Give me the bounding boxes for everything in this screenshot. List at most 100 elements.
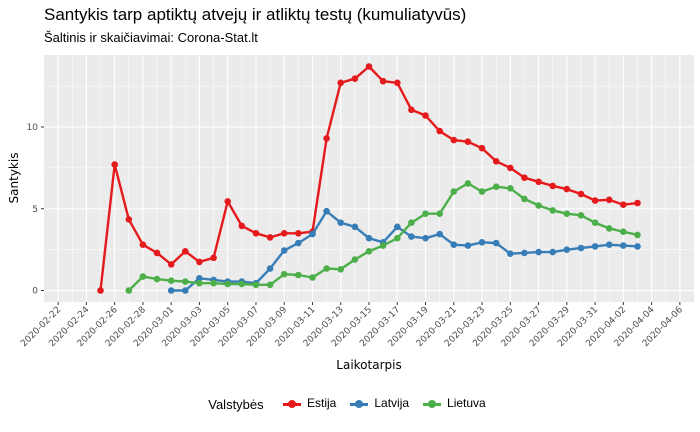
data-point-lietuva	[125, 287, 133, 294]
data-point-lietuva	[620, 228, 627, 235]
data-point-estija	[280, 230, 288, 237]
data-point-latvija	[507, 250, 514, 257]
data-point-lietuva	[563, 210, 571, 217]
data-point-estija	[436, 127, 444, 135]
data-point-lietuva	[238, 280, 246, 288]
data-point-lietuva	[634, 231, 641, 239]
data-point-estija	[266, 234, 274, 241]
data-point-lietuva	[167, 277, 175, 285]
y-tick-label: 10	[27, 123, 39, 133]
data-point-estija	[167, 261, 175, 268]
x-tick-labels: 2020-02-222020-02-242020-02-262020-02-28…	[19, 305, 685, 349]
data-point-latvija	[196, 275, 203, 282]
data-point-latvija	[323, 207, 330, 215]
legend-key-latvija	[348, 396, 370, 412]
data-point-estija	[549, 182, 556, 190]
data-point-latvija	[605, 241, 613, 248]
data-point-lietuva	[196, 279, 203, 287]
data-point-estija	[577, 190, 585, 198]
data-point-lietuva	[394, 234, 401, 242]
data-point-lietuva	[182, 278, 189, 285]
data-point-lietuva	[323, 265, 330, 272]
data-point-lietuva	[450, 188, 458, 195]
data-point-estija	[252, 230, 260, 237]
data-point-lietuva	[492, 183, 500, 190]
data-point-estija	[492, 158, 500, 165]
legend-item-latvija: Latvija	[348, 396, 409, 412]
data-point-latvija	[337, 219, 345, 226]
y-tick-label: 5	[32, 205, 38, 215]
legend-label-latvija: Latvija	[374, 396, 410, 411]
data-point-estija	[365, 63, 373, 70]
chart-title: Santykis tarp aptiktų atvejų ir atliktų …	[44, 5, 467, 24]
data-point-estija	[408, 106, 415, 114]
data-point-latvija	[408, 233, 415, 240]
legend-title: Valstybės	[208, 396, 264, 412]
data-point-latvija	[295, 239, 302, 247]
data-point-estija	[111, 161, 118, 168]
major-gridlines	[44, 55, 694, 302]
data-point-latvija	[549, 248, 556, 256]
data-point-lietuva	[535, 202, 542, 209]
data-point-lietuva	[464, 180, 472, 187]
data-point-lietuva	[351, 256, 359, 263]
data-point-latvija	[535, 248, 542, 256]
legend-item-estija: Estija	[281, 396, 336, 412]
legend-label-estija: Estija	[307, 396, 337, 411]
data-point-estija	[464, 138, 472, 145]
data-point-latvija	[280, 247, 288, 254]
data-point-estija	[139, 241, 147, 248]
data-point-estija	[295, 230, 302, 237]
data-point-latvija	[351, 223, 359, 231]
data-point-lietuva	[577, 212, 585, 219]
data-point-estija	[620, 201, 627, 208]
data-point-latvija	[521, 249, 528, 257]
legend-items: Estija Latvija Lietuva	[275, 396, 492, 410]
data-point-lietuva	[549, 207, 556, 214]
data-point-latvija	[634, 243, 641, 250]
data-point-latvija	[266, 265, 274, 272]
legend-label-lietuva: Lietuva	[447, 396, 486, 411]
data-point-latvija	[167, 287, 175, 294]
data-point-latvija	[394, 223, 401, 231]
data-point-latvija	[591, 243, 599, 250]
data-point-latvija	[492, 239, 500, 247]
data-point-lietuva	[153, 275, 161, 283]
data-point-estija	[521, 174, 528, 181]
data-point-latvija	[577, 244, 585, 252]
data-point-estija	[535, 178, 542, 186]
data-point-lietuva	[337, 266, 345, 273]
data-point-latvija	[464, 242, 472, 249]
data-point-lietuva	[252, 281, 260, 289]
data-point-estija	[379, 77, 387, 85]
data-point-estija	[478, 144, 486, 152]
y-tick-labels: 0 5 10	[27, 123, 39, 297]
series-layer	[97, 63, 641, 294]
data-point-latvija	[620, 242, 627, 249]
data-point-lietuva	[591, 219, 599, 226]
data-point-lietuva	[309, 274, 316, 281]
data-point-latvija	[422, 234, 429, 242]
data-point-lietuva	[507, 185, 514, 192]
data-point-estija	[337, 79, 345, 87]
data-point-lietuva	[139, 273, 147, 280]
data-point-latvija	[450, 241, 458, 248]
data-point-lietuva	[605, 225, 613, 232]
data-point-estija	[323, 135, 330, 142]
data-point-lietuva	[365, 248, 373, 255]
data-point-estija	[196, 258, 203, 266]
data-point-latvija	[182, 287, 189, 294]
data-point-lietuva	[422, 210, 429, 217]
legend-item-lietuva: Lietuva	[421, 396, 486, 412]
data-point-estija	[97, 287, 104, 294]
data-point-estija	[351, 75, 359, 82]
data-point-latvija	[563, 246, 571, 253]
data-point-estija	[563, 185, 571, 193]
data-point-estija	[450, 136, 458, 144]
data-point-estija	[591, 197, 599, 204]
data-point-lietuva	[521, 195, 528, 203]
data-point-lietuva	[379, 242, 387, 249]
legend: Valstybės Estija Latvija Lietuva	[0, 396, 700, 412]
data-point-estija	[394, 79, 401, 87]
